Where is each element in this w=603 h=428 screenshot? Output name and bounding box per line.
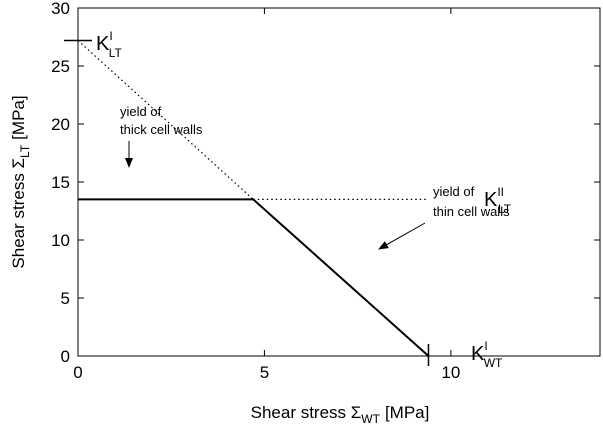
plot-frame xyxy=(77,7,601,357)
k-sub: LT xyxy=(109,46,123,60)
annotation: yield of xyxy=(120,104,162,119)
k-lt-1: KI LT xyxy=(96,29,122,60)
y-tick-label: 10 xyxy=(51,231,70,250)
annotation-arrow xyxy=(378,222,426,250)
x-label-sub: WT xyxy=(361,412,380,426)
x-tick-label: 5 xyxy=(260,363,269,382)
line xyxy=(77,40,254,200)
k-base: K xyxy=(96,33,110,55)
x-axis-label: Shear stress ΣWT [MPa] xyxy=(251,403,430,426)
y-axis-label: Shear stress ΣLT [MPa] xyxy=(9,95,32,268)
k-sub: LT xyxy=(498,202,512,216)
k-base: K xyxy=(484,189,498,211)
y-tick-label: 25 xyxy=(51,57,70,76)
y-tick-label: 5 xyxy=(61,289,70,308)
k-sub: WT xyxy=(484,356,503,370)
k-lt-2: KII LT xyxy=(484,185,512,216)
k-wt-1: KI WT xyxy=(471,339,503,370)
y-tick-label: 0 xyxy=(61,347,70,366)
y-tick-label: 15 xyxy=(51,173,70,192)
annotation: thick cell walls xyxy=(120,122,203,137)
x-tick-label: 10 xyxy=(441,363,460,382)
line xyxy=(78,198,430,357)
x-tick-label: 0 xyxy=(73,363,82,382)
k-sup: I xyxy=(484,339,487,353)
k-sup: I xyxy=(109,29,112,43)
k-base: K xyxy=(471,343,485,365)
x-label-unit: [MPa] xyxy=(385,403,429,422)
y-label-unit: [MPa] xyxy=(9,95,28,139)
k-sup: II xyxy=(497,185,504,199)
annotation: thin cell walls xyxy=(433,204,510,219)
y-label-main: Shear stress Σ xyxy=(9,158,28,269)
x-label-main: Shear stress Σ xyxy=(251,403,362,422)
annotation: yield of xyxy=(433,184,475,199)
y-tick-label: 30 xyxy=(51,0,70,18)
y-tick-label: 20 xyxy=(51,115,70,134)
y-label-sub: LT xyxy=(18,144,32,158)
